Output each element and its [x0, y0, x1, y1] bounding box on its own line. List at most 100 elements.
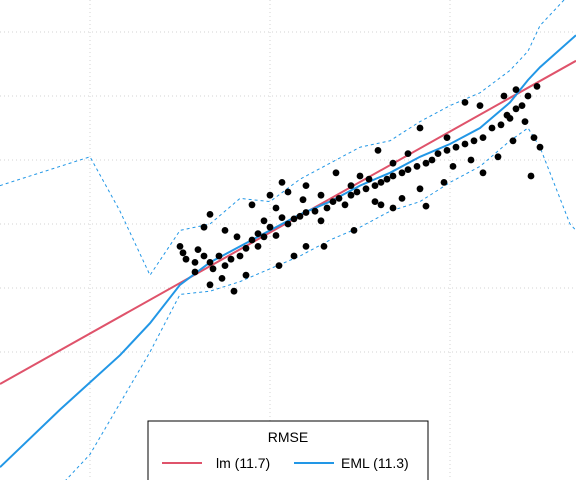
data-point	[230, 287, 238, 295]
data-point	[353, 188, 361, 196]
data-point	[347, 182, 355, 190]
data-point	[530, 134, 538, 142]
data-point	[323, 204, 331, 212]
data-point	[311, 207, 319, 215]
data-point	[218, 275, 226, 282]
data-point	[512, 86, 520, 93]
series-lines	[0, 34, 576, 468]
data-point	[365, 175, 373, 183]
data-point	[266, 191, 274, 199]
data-point	[296, 212, 304, 220]
data-point	[215, 252, 223, 260]
data-point	[302, 182, 310, 190]
data-point	[341, 201, 349, 209]
data-point	[299, 196, 307, 204]
data-point	[248, 201, 256, 209]
data-point	[398, 195, 406, 202]
data-point	[191, 268, 199, 276]
data-point	[320, 243, 328, 250]
data-point	[332, 169, 340, 177]
legend-box	[147, 420, 429, 480]
data-point	[533, 83, 541, 90]
data-point	[206, 281, 214, 289]
data-point	[350, 227, 358, 234]
data-point	[194, 246, 202, 254]
data-point	[206, 211, 214, 218]
data-point	[317, 191, 325, 199]
data-point	[494, 153, 502, 161]
data-point	[479, 134, 487, 142]
data-point	[518, 102, 526, 109]
data-point	[413, 163, 421, 170]
data-point	[290, 215, 298, 223]
data-point	[389, 204, 397, 212]
data-points	[176, 83, 544, 295]
data-point	[260, 233, 268, 241]
data-point	[428, 156, 436, 164]
data-point	[200, 223, 208, 231]
data-point	[497, 121, 505, 129]
data-point	[416, 185, 424, 193]
data-point	[503, 111, 511, 119]
data-point	[335, 195, 343, 202]
legend-label-lm: lm (11.7)	[216, 455, 270, 471]
data-point	[302, 209, 310, 216]
data-point	[221, 262, 229, 269]
data-point	[362, 185, 370, 193]
data-point	[179, 249, 187, 257]
data-point	[383, 175, 391, 183]
data-point	[329, 198, 337, 206]
data-point	[461, 140, 469, 148]
data-point	[443, 134, 451, 142]
data-point	[206, 259, 214, 266]
data-point	[509, 137, 517, 145]
data-point	[467, 156, 475, 164]
lower-band-line	[65, 127, 576, 480]
data-point	[284, 188, 292, 196]
data-point	[200, 252, 208, 260]
data-point	[233, 233, 241, 241]
data-point	[248, 236, 256, 244]
data-point	[191, 259, 199, 266]
data-point	[500, 92, 508, 100]
data-point	[278, 179, 286, 186]
data-point	[275, 262, 283, 269]
data-point	[434, 150, 442, 158]
data-point	[209, 265, 217, 273]
data-point	[236, 252, 244, 260]
data-point	[371, 198, 379, 206]
data-point	[272, 204, 280, 212]
data-point	[443, 147, 451, 154]
data-point	[374, 147, 382, 154]
data-point	[242, 244, 250, 252]
data-point	[302, 243, 310, 250]
data-point	[221, 227, 229, 234]
data-point	[260, 217, 268, 225]
data-point	[527, 172, 535, 180]
data-point	[512, 105, 520, 113]
data-point	[476, 102, 484, 109]
data-point	[176, 243, 184, 250]
data-point	[377, 179, 385, 186]
data-point	[254, 243, 262, 250]
data-point	[227, 255, 235, 263]
legend-label-eml: EML (11.3)	[341, 455, 409, 471]
data-point	[272, 232, 280, 239]
data-point	[182, 255, 190, 263]
data-point	[389, 159, 397, 167]
legend: RMSE lm (11.7) EML (11.3)	[147, 420, 429, 480]
data-point	[524, 92, 532, 100]
data-point	[254, 230, 262, 238]
data-point	[242, 271, 250, 279]
data-point	[416, 124, 424, 132]
data-point	[398, 169, 406, 177]
data-point	[422, 159, 430, 167]
data-point	[404, 150, 412, 158]
data-point	[536, 143, 544, 151]
data-point	[404, 166, 412, 174]
data-point	[452, 143, 460, 151]
data-point	[479, 169, 487, 177]
